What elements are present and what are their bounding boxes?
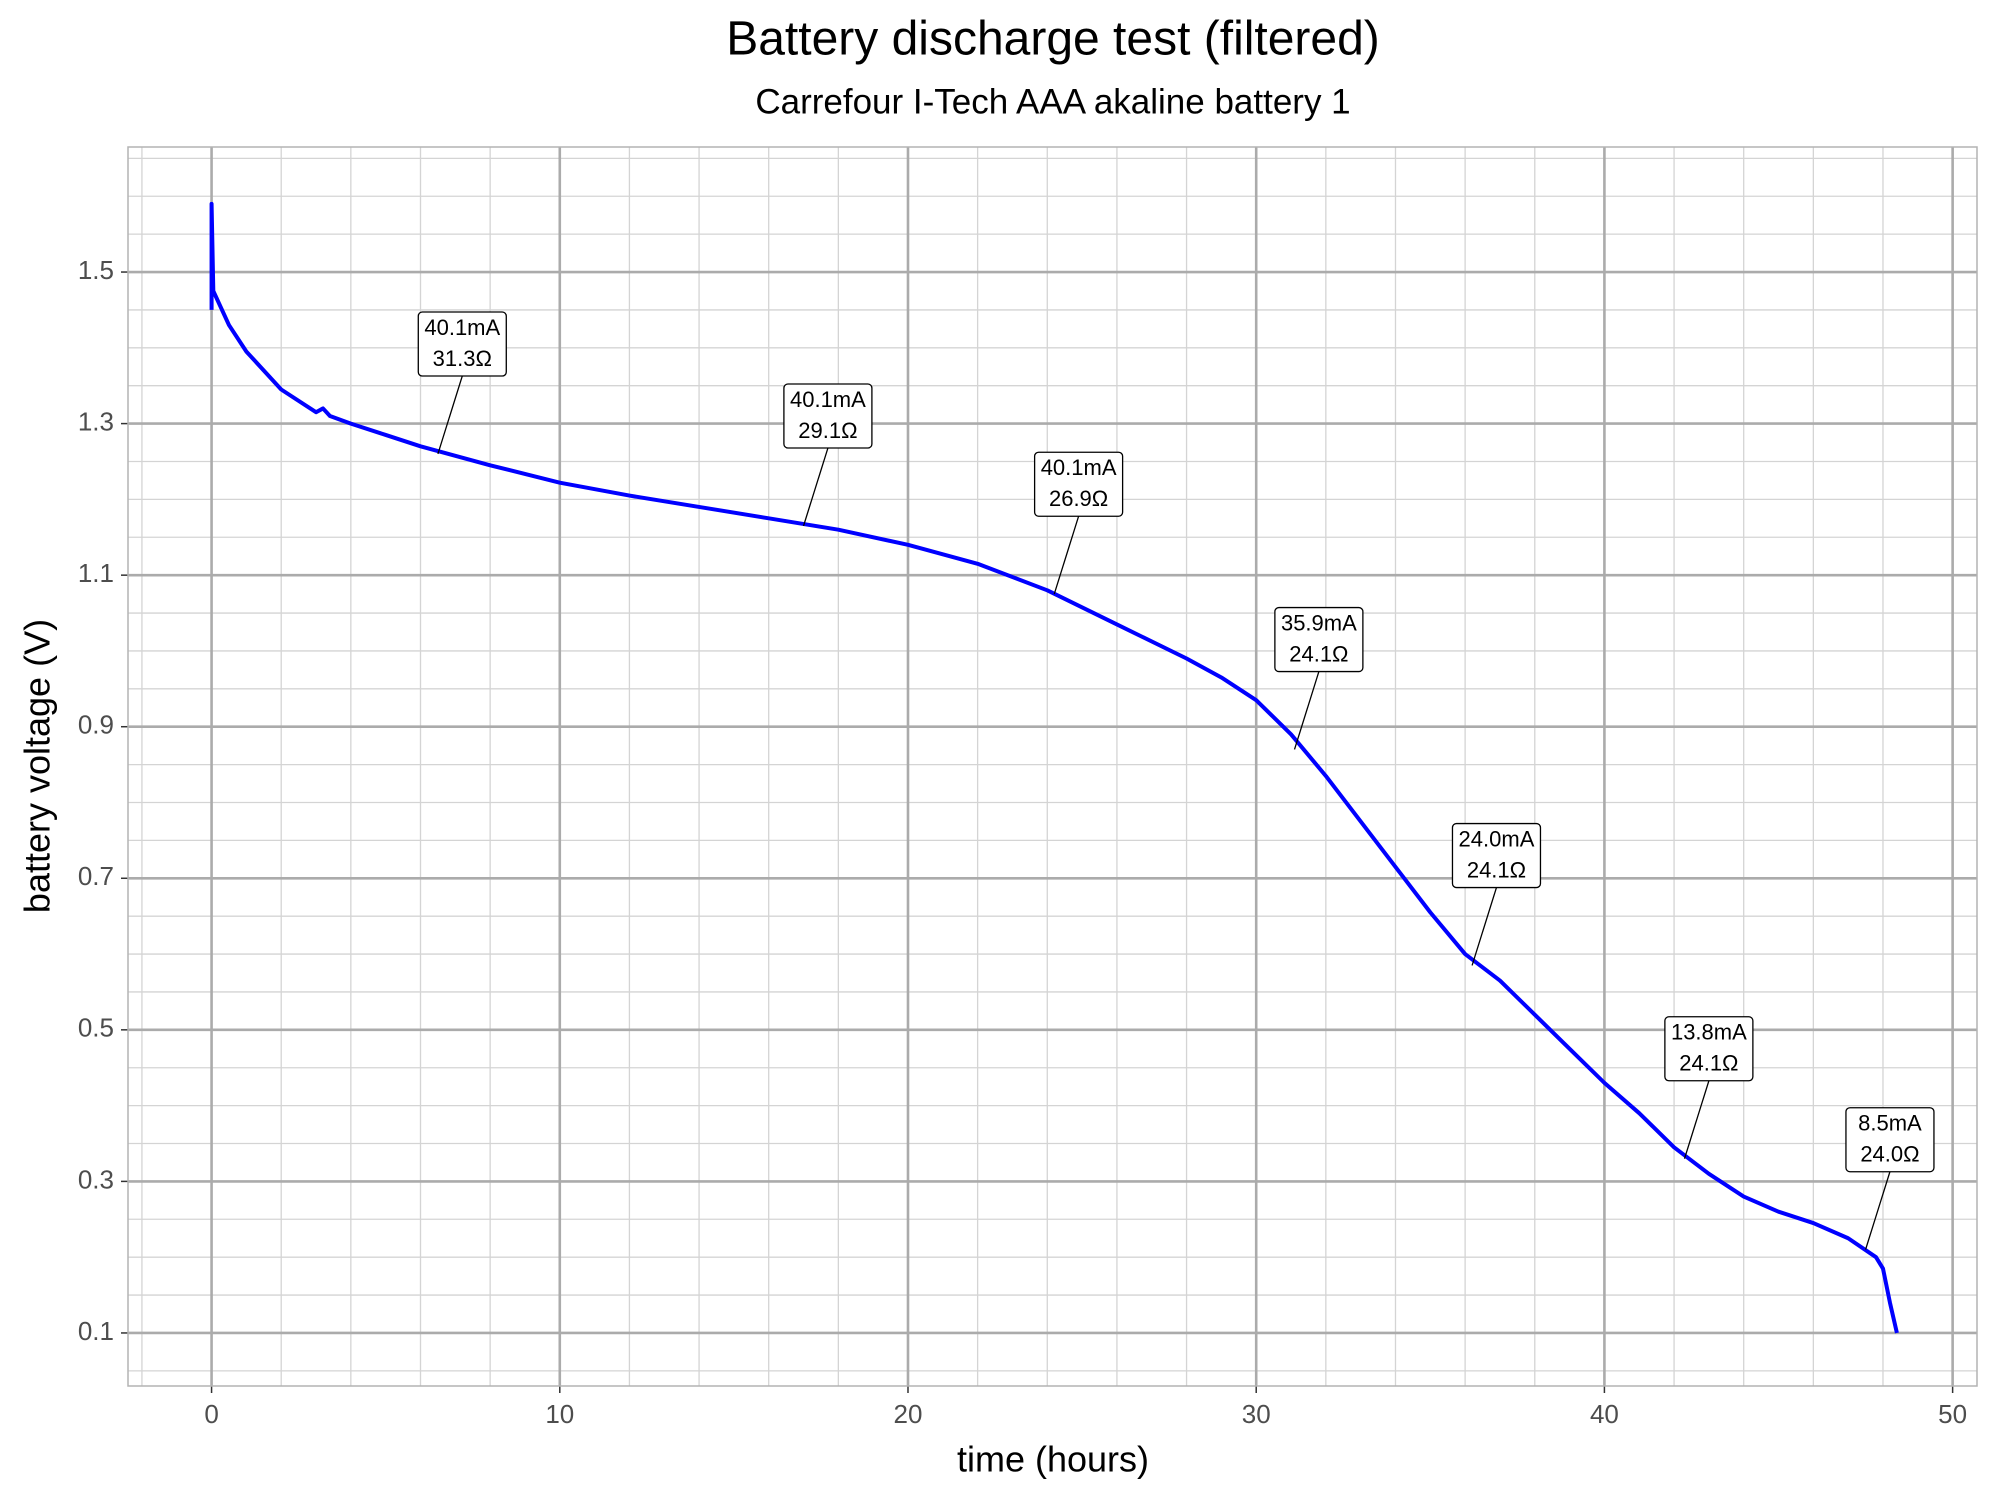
x-tick-label: 50	[1938, 1399, 1967, 1429]
annotation-leader	[802, 447, 829, 527]
x-axis-title: time (hours)	[957, 1439, 1149, 1480]
annotation-box	[1274, 606, 1364, 673]
annotation-label: 40.1mA	[1041, 455, 1117, 480]
annotation-label: 35.9mA	[1281, 610, 1357, 635]
annotation-box	[1845, 1107, 1935, 1173]
annotation-label: 8.5mA	[1858, 1111, 1922, 1136]
x-tick-label: 20	[894, 1399, 923, 1429]
annotation-label: 24.0mA	[1459, 826, 1535, 851]
x-tick-label: 30	[1242, 1399, 1271, 1429]
annotation-leader	[1683, 1080, 1710, 1159]
y-tick-label: 0.9	[78, 710, 114, 740]
x-tick-label: 10	[545, 1399, 574, 1429]
annotation-box	[1033, 451, 1124, 517]
annotation-label: 31.3Ω	[433, 346, 492, 371]
chart-title: Battery discharge test (filtered)	[726, 13, 1380, 66]
annotation-leader	[1471, 887, 1498, 966]
annotation-label: 29.1Ω	[798, 418, 857, 443]
annotation-leader	[1864, 1171, 1891, 1250]
y-tick-label: 0.1	[78, 1316, 114, 1346]
x-tick-label: 0	[204, 1399, 218, 1429]
plot-border	[127, 146, 1978, 1387]
chart-subtitle: Carrefour I-Tech AAA akaline battery 1	[755, 82, 1350, 121]
annotation-label: 24.1Ω	[1289, 641, 1348, 666]
y-tick-label: 1.3	[78, 406, 114, 436]
annotation-leader	[1053, 516, 1080, 595]
annotation-label: 24.1Ω	[1467, 857, 1526, 882]
annotation-box	[1451, 822, 1542, 889]
annotation-label: 40.1mA	[424, 315, 500, 340]
annotation-label: 40.1mA	[790, 387, 866, 412]
y-tick-label: 0.7	[78, 861, 114, 891]
annotation-leader	[437, 375, 463, 455]
y-tick-label: 1.1	[78, 558, 114, 588]
annotation-box	[1664, 1016, 1754, 1082]
y-axis-title: battery voltage (V)	[17, 619, 58, 913]
annotation-box	[417, 311, 507, 377]
annotation-label: 13.8mA	[1671, 1020, 1747, 1045]
annotation-label: 24.0Ω	[1860, 1142, 1919, 1167]
annotation-label: 26.9Ω	[1049, 486, 1108, 511]
y-tick-label: 1.5	[78, 255, 114, 285]
y-tick-label: 0.3	[78, 1164, 114, 1194]
data-line	[209, 201, 1899, 1334]
y-tick-label: 0.5	[78, 1013, 114, 1043]
annotation-leader	[1293, 671, 1320, 750]
x-tick-label: 40	[1590, 1399, 1619, 1429]
annotation-box	[783, 383, 873, 449]
annotation-label: 24.1Ω	[1679, 1051, 1738, 1076]
